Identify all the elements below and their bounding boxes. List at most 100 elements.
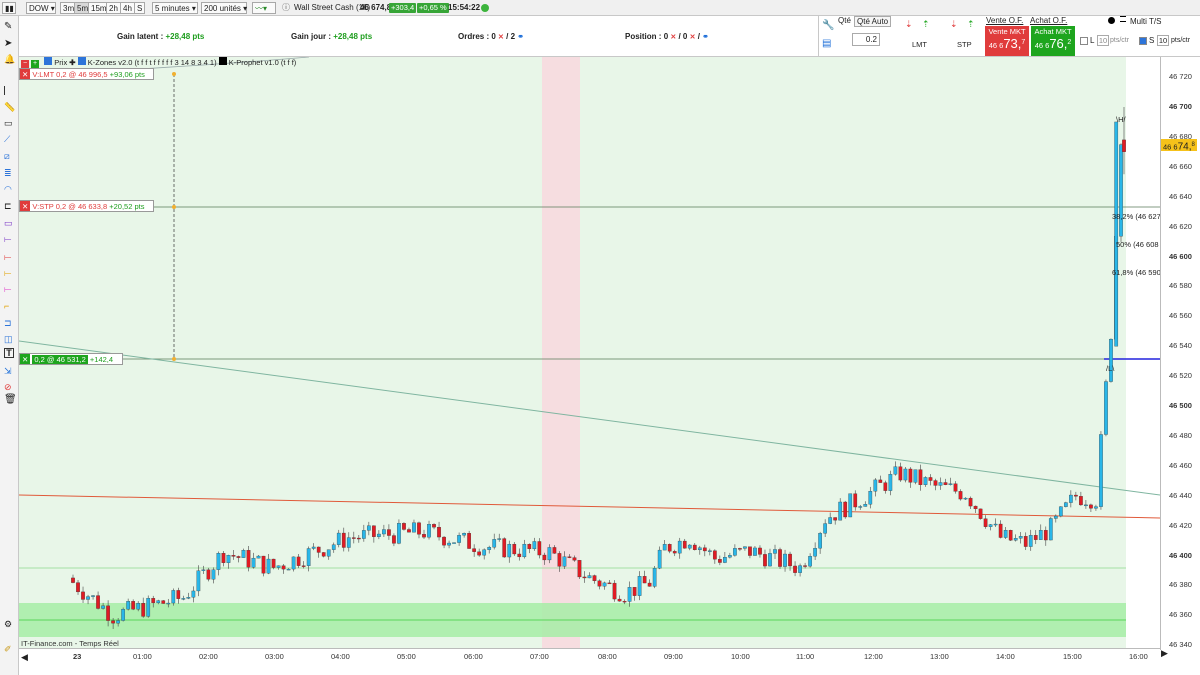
- arc-icon[interactable]: ◠: [4, 184, 12, 194]
- candle-body: [71, 577, 75, 583]
- candle-body: [281, 565, 286, 570]
- add-indicator-icon[interactable]: +: [31, 60, 40, 68]
- chart-style-icon[interactable]: 〰▾: [252, 2, 276, 14]
- candle-body: [517, 553, 522, 558]
- remove-indicator-icon[interactable]: −: [21, 60, 29, 68]
- pitchfork-icon[interactable]: ⊐: [4, 318, 12, 328]
- stp-order-box[interactable]: ✕ V:STP 0,2 @ 46 633,8 +20,52 pts: [19, 200, 154, 212]
- s-checkbox[interactable]: [1139, 37, 1147, 45]
- magnet-icon[interactable]: ⊘: [4, 382, 12, 392]
- wrench-icon[interactable]: 🔧: [822, 20, 835, 31]
- lmt-order-box[interactable]: ✕ V:LMT 0,2 @ 46 996,5 +93,06 pts: [19, 68, 154, 80]
- left-toolbar: ✎ ➤ 🔔 📏 ▭ ⟋ ⧄ ≣ ◠ ⊏ ▭ ⟝ ⟝ ⟝ ⟝ ⌐ ⊐ ◫ T ⇲ …: [0, 16, 19, 675]
- vente-mkt-button[interactable]: Vente MKT 46 673,7: [985, 26, 1029, 56]
- ticket-icon[interactable]: ▤: [822, 38, 832, 49]
- connection-status-icon: [481, 4, 489, 12]
- stp-sell-icon[interactable]: ⇣: [950, 19, 958, 29]
- achat-of-label[interactable]: Achat O.F.: [1030, 16, 1068, 25]
- alert-line-icon[interactable]: ⟝: [4, 252, 12, 262]
- trash-icon[interactable]: 🗑: [4, 394, 17, 405]
- candle-body: [697, 547, 702, 551]
- lmt-order-close-icon[interactable]: ✕: [20, 69, 31, 79]
- price-chart[interactable]: [19, 57, 1160, 648]
- position-link-icon[interactable]: ⚭: [702, 32, 709, 41]
- instrument-info-icon[interactable]: ⓘ: [282, 3, 290, 12]
- palette-icon[interactable]: ✐: [4, 644, 12, 654]
- scroll-right-icon[interactable]: ▶: [1161, 648, 1168, 658]
- pen-line-icon[interactable]: ⟝: [4, 284, 12, 294]
- units-selector[interactable]: 200 unités ▾: [201, 2, 247, 14]
- s-input[interactable]: 10: [1157, 35, 1169, 46]
- position-close-icon[interactable]: ✕: [689, 34, 696, 41]
- candle-body: [863, 504, 868, 507]
- price-axis-label: 46 680: [1169, 131, 1192, 141]
- price-axis[interactable]: 46 720 46 700 46 680 46 660 46 640 46 620 46 6…: [1160, 57, 1200, 650]
- candle-body: [251, 557, 256, 568]
- candle-body: [96, 595, 100, 609]
- candle-body: [91, 595, 95, 597]
- candle-body: [256, 555, 261, 559]
- pencil-icon[interactable]: ✎: [4, 21, 13, 32]
- stp-order-text: V:STP 0,2 @ 46 633,8: [32, 202, 108, 211]
- period-selector[interactable]: 5 minutes ▾: [152, 2, 198, 14]
- candle-body: [898, 466, 903, 481]
- ordres-link-icon[interactable]: ⚭: [517, 32, 524, 41]
- brush-icon[interactable]: ⌐: [4, 301, 10, 311]
- candle-body: [723, 557, 727, 563]
- settings-icon[interactable]: ⚙: [4, 619, 13, 629]
- candle-body: [848, 493, 853, 518]
- prix-label[interactable]: Prix: [54, 58, 68, 67]
- kprophet-label[interactable]: K-Prophet v1.0 (t f f): [228, 58, 297, 67]
- fibonacci-icon[interactable]: ≣: [4, 168, 12, 178]
- channel-icon[interactable]: ⧄: [4, 151, 10, 161]
- stp-order-close-icon[interactable]: ✕: [20, 201, 31, 211]
- symbol-selector[interactable]: DOW ▾: [26, 2, 56, 14]
- chart-area[interactable]: − + Prix ✚ K-Zones v2.0 (t f f t f f f f…: [19, 57, 1160, 648]
- l-checkbox[interactable]: [1080, 37, 1088, 45]
- multi-ts-radio[interactable]: [1108, 17, 1115, 24]
- trendline-icon[interactable]: ⟋: [4, 134, 11, 144]
- candle-body: [1038, 530, 1043, 540]
- alert-bell-icon[interactable]: 🔔: [4, 54, 16, 64]
- interval-s[interactable]: S: [134, 2, 146, 14]
- vente-of-label[interactable]: Vente O.F.: [986, 16, 1024, 25]
- kzones-label[interactable]: K-Zones v2.0 (t f f t f f f f f 3 14 8 3…: [87, 58, 217, 67]
- l-input[interactable]: 10: [1097, 35, 1109, 46]
- scroll-left-icon[interactable]: ◀: [21, 652, 28, 662]
- position-cancel-icon[interactable]: ✕: [670, 34, 677, 41]
- indicator-header: − + Prix ✚ K-Zones v2.0 (t f f t f f f f…: [19, 57, 309, 68]
- crosshair-icon[interactable]: ✚: [69, 58, 76, 67]
- text-note-icon[interactable]: ▭: [4, 118, 13, 128]
- interval-2h[interactable]: 2h: [106, 2, 121, 14]
- chart-type-icon[interactable]: ▮▮: [2, 2, 16, 14]
- cursor-icon[interactable]: ➤: [4, 38, 13, 49]
- horizontal-line-icon[interactable]: ⊏: [4, 201, 12, 211]
- candle-body: [923, 477, 928, 485]
- gain-latent-value: +28,48 pts: [165, 32, 205, 41]
- lmt-buy-icon[interactable]: ⇡: [922, 19, 930, 29]
- time-axis[interactable]: ◀ ▶ 23 01:00 02:00 03:00 04:00 05:00 06:00 07:0…: [19, 648, 1168, 675]
- achat-mkt-button[interactable]: Achat MKT 46 676,2: [1031, 26, 1075, 56]
- candle-body: [803, 565, 807, 567]
- text-tool-icon[interactable]: T: [4, 348, 14, 358]
- lmt-sell-icon[interactable]: ⇣: [905, 19, 913, 29]
- stp-buy-icon[interactable]: ⇡: [967, 19, 975, 29]
- candle-body: [126, 601, 131, 610]
- ray-icon[interactable]: ⟝: [4, 234, 12, 244]
- position-box[interactable]: ✕ 0,2 @ 46 531,2 +142,4: [19, 353, 123, 365]
- interval-4h[interactable]: 4h: [120, 2, 135, 14]
- candle-body: [1053, 515, 1058, 519]
- gann-icon[interactable]: ◫: [4, 334, 13, 344]
- ruler-icon[interactable]: 📏: [4, 102, 16, 112]
- candle-body: [316, 546, 321, 553]
- ordres-cancel-icon[interactable]: ✕: [498, 34, 504, 41]
- qty-input[interactable]: 0.2: [852, 33, 880, 46]
- vertical-line-icon[interactable]: [4, 86, 5, 95]
- marker-icon[interactable]: ⟝: [4, 268, 12, 278]
- candle-body: [331, 544, 336, 550]
- rectangle-icon[interactable]: ▭: [4, 218, 13, 228]
- qty-auto-button[interactable]: Qté Auto: [854, 16, 892, 27]
- zoom-icon[interactable]: ⇲: [4, 366, 12, 376]
- position-close-icon[interactable]: ✕: [20, 354, 31, 364]
- candle-body: [537, 541, 542, 556]
